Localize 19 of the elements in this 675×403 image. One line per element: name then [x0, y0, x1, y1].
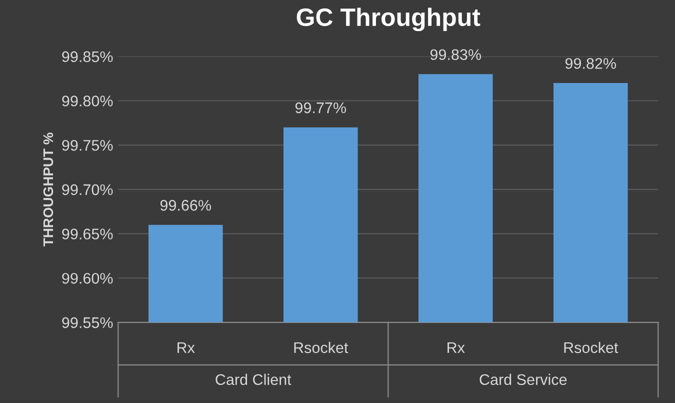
- x-tick-label: Rsocket: [564, 342, 618, 354]
- y-axis-title: THROUGHPUT %: [43, 132, 54, 246]
- y-tick-label: 99.60%: [62, 272, 113, 284]
- data-label: 99.82%: [565, 58, 616, 69]
- chart-title: GC Throughput: [296, 8, 480, 32]
- y-tick-label: 99.80%: [62, 96, 113, 106]
- y-tick-label: 99.65%: [62, 228, 113, 240]
- data-label: 99.66%: [160, 200, 211, 211]
- x-tick-label: Rx: [448, 342, 465, 353]
- x-tick-label: Rsocket: [294, 342, 348, 354]
- text: Card Service: [480, 374, 567, 386]
- y-tick-label: 99.75%: [62, 140, 113, 151]
- y-tick-label: 99.55%: [62, 317, 113, 328]
- data-label: 99.77%: [295, 102, 346, 114]
- y-tick-label: 99.85%: [62, 51, 113, 62]
- x-tick-label: Rx: [178, 342, 195, 353]
- data-label: 99.83%: [430, 49, 481, 60]
- y-tick-label: 99.70%: [62, 184, 113, 196]
- text: Card Client: [216, 374, 292, 386]
